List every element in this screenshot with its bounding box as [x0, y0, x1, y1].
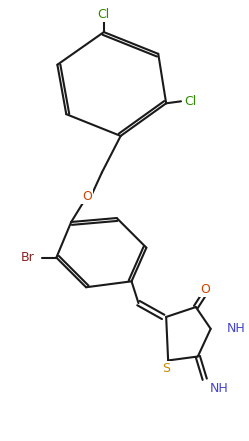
Text: NH: NH — [210, 381, 228, 395]
Text: Cl: Cl — [184, 95, 196, 108]
Text: NH: NH — [227, 322, 245, 335]
Text: Br: Br — [21, 251, 35, 264]
Text: Cl: Cl — [98, 8, 110, 21]
Text: O: O — [200, 283, 210, 296]
Text: S: S — [162, 362, 170, 375]
Text: O: O — [82, 190, 92, 203]
